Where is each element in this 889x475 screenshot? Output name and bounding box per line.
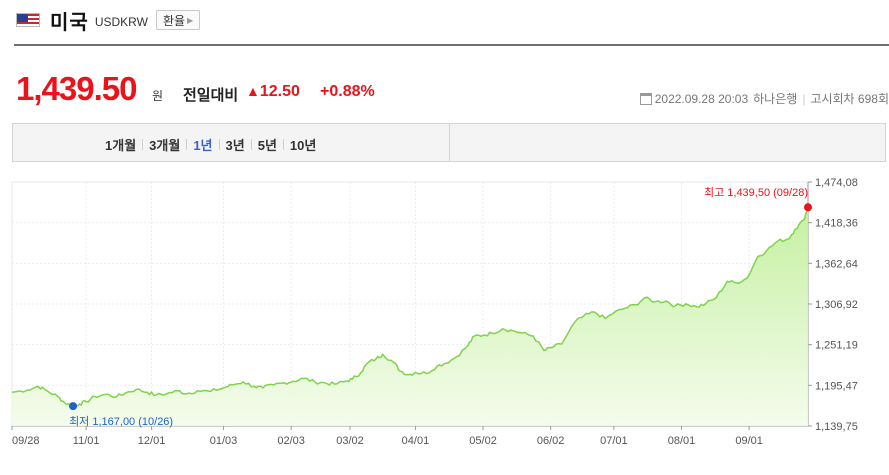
tab-period-4[interactable]: 5년 [257, 138, 277, 153]
high-point-marker [804, 203, 812, 212]
tab-separator [142, 139, 144, 150]
x-tick-label: 02/03 [277, 435, 305, 447]
header-divider [14, 44, 889, 46]
x-tick-label: 05/02 [469, 435, 497, 447]
x-tick-label: 09/28 [12, 435, 40, 447]
bank-name: 하나은행 [753, 92, 798, 106]
tabbar-divider [449, 124, 450, 161]
low-point-marker [69, 402, 78, 411]
meta-separator: | [802, 91, 806, 106]
us-flag-icon [16, 13, 40, 27]
price-date: 2022.09.28 20:03 [654, 91, 749, 106]
series-line [11, 207, 809, 408]
y-tick-label: 1,306,92 [815, 299, 858, 311]
y-tick-label: 1,418,36 [815, 218, 858, 230]
x-tick-label: 06/02 [537, 435, 565, 447]
header: 미국 USDKRW 환율 ▶ [16, 6, 201, 34]
y-tick-label: 1,474,08 [815, 177, 858, 189]
y-tick-label: 1,195,47 [815, 380, 858, 392]
period-tabs: 1개월 3개월 1년 3년 5년 10년 [99, 135, 322, 154]
tab-separator [250, 139, 252, 150]
tab-period-3[interactable]: 3년 [225, 138, 245, 153]
chevron-right-icon: ▶ [187, 15, 194, 25]
high-point-label: 최고 1,439,50 (09/28) [704, 186, 808, 199]
notice-count: 고시회차 698회 [810, 92, 889, 106]
country-name: 미국 [50, 11, 89, 34]
x-tick-label: 04/01 [402, 435, 430, 447]
x-tick-label: 01/03 [210, 435, 238, 447]
price-meta: 2022.09.28 20:03 하나은행 | 고시회차 698회 [639, 90, 889, 107]
tab-period-0[interactable]: 1개월 [105, 138, 137, 153]
x-tick-label: 09/01 [735, 435, 763, 447]
y-tick-label: 1,362,64 [815, 258, 858, 270]
tab-period-1[interactable]: 3개월 [149, 138, 181, 153]
current-price: 1,439.50 [16, 70, 137, 107]
tab-separator [218, 139, 220, 150]
change-label: 전일대비 [183, 87, 239, 104]
tab-period-5[interactable]: 10년 [289, 138, 317, 153]
change-value: ▲12.50 [246, 83, 300, 101]
tab-separator [186, 139, 188, 150]
rate-chart[interactable]: 1,474,08 1,418,36 1,362,64 1,306,92 1,251,19… [0, 172, 889, 475]
x-tick-label: 07/01 [600, 435, 628, 447]
x-tick-label: 12/01 [138, 435, 166, 447]
change-percent: +0.88% [320, 83, 375, 100]
tab-period-2[interactable]: 1년 [193, 138, 213, 153]
period-tabbar: 1개월 3개월 1년 3년 5년 10년 [12, 123, 886, 162]
currency-code: USDKRW [94, 15, 148, 29]
price-unit: 원 [152, 89, 164, 103]
low-point-label: 최저 1,167,00 (10/26) [69, 415, 173, 428]
y-tick-label: 1,251,19 [815, 340, 858, 352]
calendar-icon [639, 92, 652, 105]
up-triangle-icon: ▲ [246, 83, 260, 99]
price-row: 1,439.50 원 전일대비 ▲12.50 +0.88% 2022.09.28… [16, 70, 889, 110]
change-amount: 12.50 [259, 83, 300, 100]
x-tick-label: 03/02 [336, 435, 364, 447]
series-area [12, 207, 808, 426]
y-tick-label: 1,139,75 [815, 421, 858, 433]
tab-separator [282, 139, 284, 150]
exchange-rate-button-label: 환율 [162, 13, 186, 28]
exchange-rate-button[interactable]: 환율 ▶ [155, 10, 201, 30]
x-tick-label: 08/01 [668, 435, 696, 447]
x-tick-label: 11/01 [73, 435, 100, 447]
